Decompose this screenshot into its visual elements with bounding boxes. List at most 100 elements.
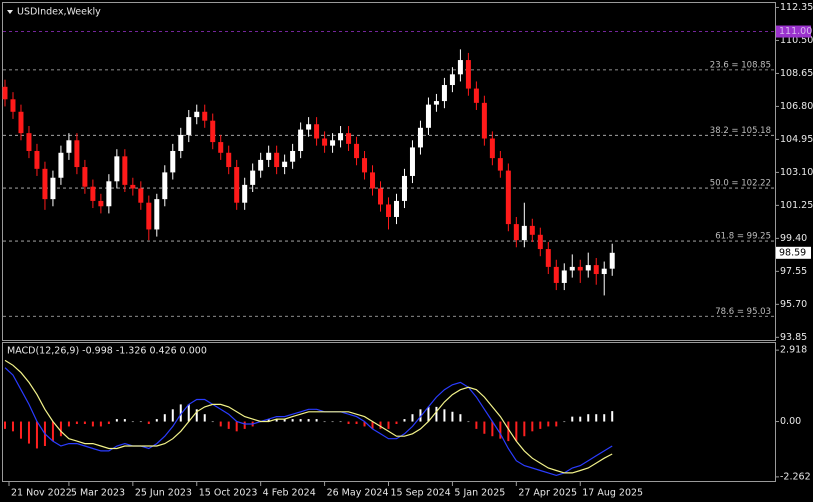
candle-body xyxy=(441,85,447,102)
indicator-line xyxy=(4,359,613,474)
histogram-bar xyxy=(427,406,430,422)
histogram-bar xyxy=(491,421,494,437)
candle-body xyxy=(298,129,304,151)
histogram-bar xyxy=(219,421,222,427)
histogram-bar xyxy=(395,421,398,424)
candle-body xyxy=(282,161,288,168)
macd-title: MACD(12,26,9) -0.998 -1.326 0.426 0.000 xyxy=(7,346,207,357)
candle-body xyxy=(114,156,120,182)
histogram-bar xyxy=(67,421,70,427)
candle-body xyxy=(354,143,360,159)
histogram-bar xyxy=(155,419,158,422)
histogram-bar xyxy=(571,416,574,422)
histogram-bar xyxy=(363,421,366,427)
candle-body xyxy=(481,102,487,139)
histogram-bar xyxy=(483,421,486,434)
current-price-box xyxy=(776,246,811,259)
y-tick-label: 110.50 xyxy=(780,35,813,46)
y-tick-label: 101.25 xyxy=(780,200,813,211)
level-label: 61.8 = 99.25 xyxy=(715,232,771,242)
candle-body xyxy=(258,159,264,171)
candle-body xyxy=(425,104,431,128)
candle-body xyxy=(58,152,64,178)
histogram-bar xyxy=(123,419,126,422)
x-tick-label: 26 May 2024 xyxy=(327,488,389,499)
current-price-label: 98.59 xyxy=(779,247,806,258)
level-label: 50.0 = 102.22 xyxy=(710,179,771,189)
chart-title: USDIndex,Weekly xyxy=(17,7,101,18)
histogram-bar xyxy=(3,421,6,429)
candle-body xyxy=(138,188,144,203)
candle-body xyxy=(537,234,543,250)
candle-body xyxy=(545,249,551,267)
y-tick-label: 95.70 xyxy=(780,299,807,310)
histogram-bar xyxy=(459,414,462,422)
candle-body xyxy=(609,252,615,269)
histogram-bar xyxy=(563,421,566,423)
candle-body xyxy=(250,170,256,185)
candle-body xyxy=(362,158,368,173)
y-tick-label: 108.65 xyxy=(780,68,813,79)
candle-body xyxy=(2,86,8,100)
histogram-bar xyxy=(531,421,534,432)
candle-body xyxy=(585,265,591,271)
candle-body xyxy=(210,120,216,143)
histogram-bar xyxy=(83,421,86,424)
histogram-bar xyxy=(203,414,206,422)
candle-body xyxy=(489,138,495,159)
candle-body xyxy=(170,150,176,173)
x-tick-label: 15 Sep 2024 xyxy=(391,488,451,499)
histogram-bar xyxy=(27,421,30,444)
candle-body xyxy=(601,268,607,275)
x-tick-label: 5 Jan 2025 xyxy=(454,488,505,499)
candle-body xyxy=(290,150,296,162)
histogram-bar xyxy=(187,404,190,422)
histogram-bar xyxy=(107,421,110,424)
candle-body xyxy=(417,127,423,148)
y-tick-label: 97.55 xyxy=(780,266,807,277)
histogram-bar xyxy=(387,421,390,429)
level-label: 23.6 = 108.85 xyxy=(710,60,771,70)
candle-body xyxy=(122,156,128,185)
candle-body xyxy=(433,101,439,105)
histogram-bar xyxy=(51,421,54,442)
candle-body xyxy=(513,224,519,241)
histogram-bar xyxy=(603,414,606,422)
y-tick-label: -2.262 xyxy=(780,471,811,482)
candle-body xyxy=(162,172,168,200)
histogram-bar xyxy=(555,421,558,427)
histogram-bar xyxy=(235,421,238,432)
candle-body xyxy=(449,74,455,86)
histogram-bar xyxy=(115,419,118,422)
candle-body xyxy=(322,138,328,146)
histogram-bar xyxy=(419,409,422,422)
histogram-bar xyxy=(403,419,406,422)
histogram-bar xyxy=(315,419,318,422)
histogram-bar xyxy=(323,421,326,423)
histogram-bar xyxy=(339,421,342,423)
candle-body xyxy=(378,188,384,205)
y-tick-label: 106.80 xyxy=(780,101,813,112)
candle-body xyxy=(50,177,56,200)
x-tick-label: 27 Apr 2025 xyxy=(518,488,577,499)
histogram-bar xyxy=(163,414,166,422)
histogram-bar xyxy=(515,421,518,442)
histogram-bar xyxy=(91,421,94,427)
histogram-bar xyxy=(307,419,310,422)
candle-body xyxy=(465,60,471,89)
x-tick-label: 5 Mar 2023 xyxy=(71,488,125,499)
y-tick-label: 2.918 xyxy=(780,345,807,356)
menu-arrow[interactable] xyxy=(7,10,13,14)
histogram-bar xyxy=(179,404,182,422)
candle-body xyxy=(330,140,336,146)
histogram-bar xyxy=(283,419,286,422)
y-tick-label: 104.95 xyxy=(780,134,813,145)
histogram-bar xyxy=(331,421,334,423)
candle-body xyxy=(226,152,232,168)
histogram-bar xyxy=(291,419,294,422)
candle-body xyxy=(386,204,392,217)
histogram-bar xyxy=(227,421,230,429)
candle-body xyxy=(370,172,376,189)
